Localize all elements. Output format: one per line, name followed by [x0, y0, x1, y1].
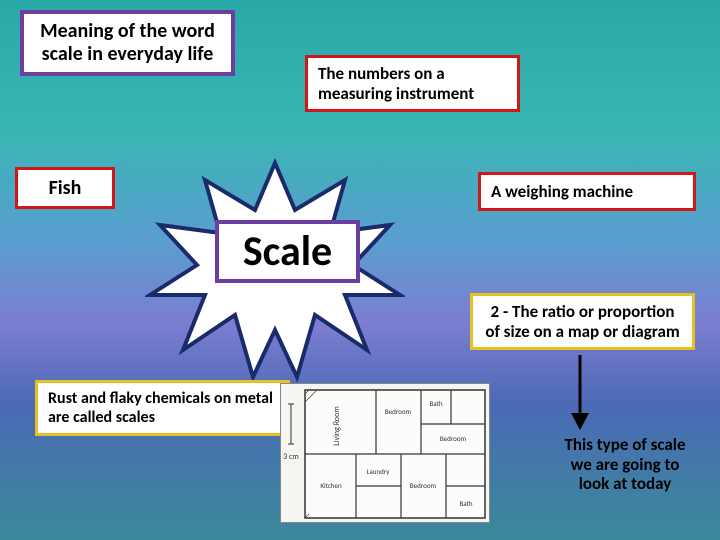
- svg-text:Bedroom: Bedroom: [440, 434, 467, 443]
- rust-box: Rust and flaky chemicals on metal are ca…: [35, 380, 290, 436]
- weighing-box: A weighing machine: [478, 172, 696, 211]
- numbers-box: The numbers on a measuring instrument: [305, 55, 520, 112]
- svg-text:Living Room: Living Room: [332, 406, 342, 445]
- svg-text:Bedroom: Bedroom: [385, 407, 412, 416]
- arrow-down-icon: [565, 355, 595, 430]
- fish-box: Fish: [15, 167, 115, 209]
- floorplan-diagram: Living Room Bedroom Bath Bedroom Kitchen…: [280, 383, 490, 523]
- svg-text:Bath: Bath: [429, 399, 442, 408]
- ratio-box: 2 - The ratio or proportion of size on a…: [470, 293, 695, 350]
- title-box: Meaning of the word scale in everyday li…: [20, 10, 235, 76]
- svg-text:Laundry: Laundry: [367, 467, 391, 476]
- svg-text:3 cm: 3 cm: [283, 452, 299, 462]
- svg-text:Bath: Bath: [459, 499, 472, 508]
- scale-center-box: Scale: [215, 220, 360, 283]
- svg-text:Kitchen: Kitchen: [320, 481, 342, 490]
- svg-text:Bedroom: Bedroom: [410, 481, 437, 490]
- today-text: This type of scale we are going to look …: [560, 435, 690, 494]
